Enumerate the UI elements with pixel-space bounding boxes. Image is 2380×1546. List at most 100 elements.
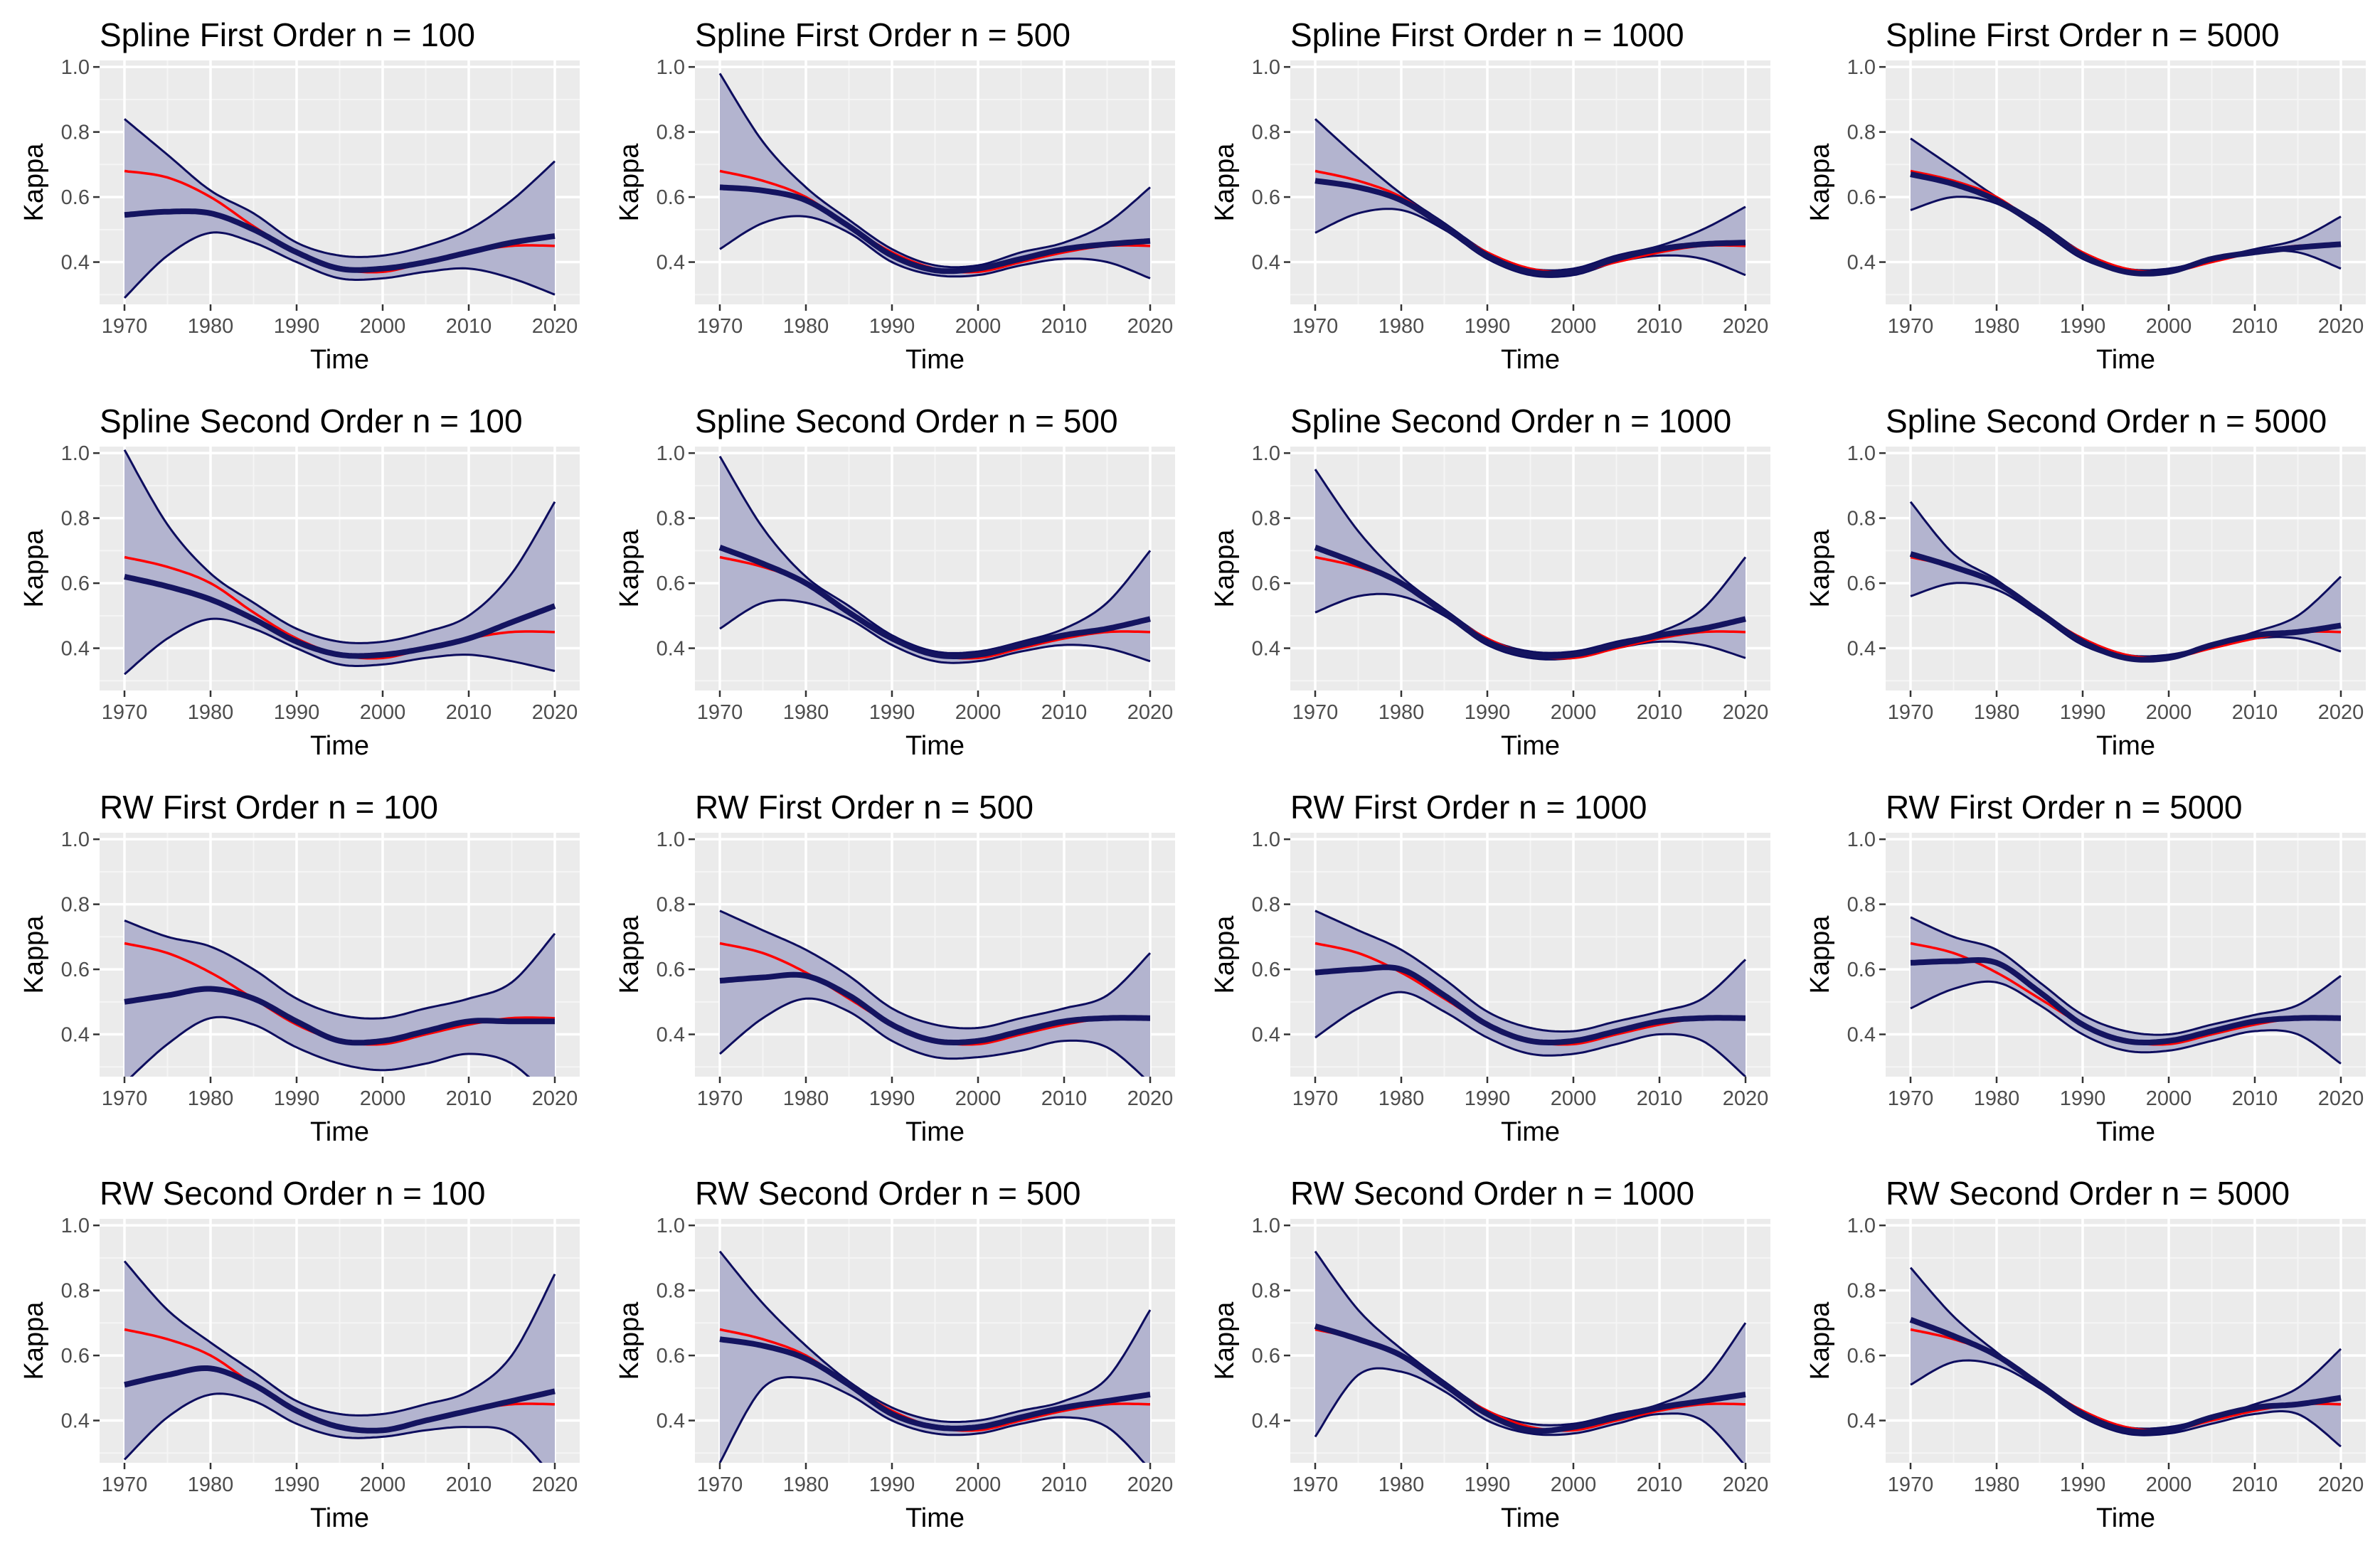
facet-panel: 0.4 0.6 0.8 1.0 1970 1980 1990 2000 2010 2020 RW F… bbox=[615, 789, 1175, 1147]
x-tick-label: 1990 bbox=[869, 1087, 915, 1110]
y-tick-label: 0.4 bbox=[657, 1410, 685, 1433]
y-tick-label: 0.4 bbox=[657, 252, 685, 274]
y-tick-label: 1.0 bbox=[1847, 442, 1876, 465]
y-tick-label: 0.6 bbox=[1847, 1345, 1876, 1368]
x-tick-label: 1980 bbox=[783, 1087, 829, 1110]
panel-title: RW First Order n = 500 bbox=[695, 789, 1034, 826]
y-tick-label: 0.4 bbox=[61, 252, 90, 274]
upper-bound-line bbox=[1314, 1250, 1747, 1427]
estimated-kappa-line bbox=[719, 184, 1151, 274]
x-tick-label: 2020 bbox=[1127, 1087, 1174, 1110]
panel-title: RW Second Order n = 100 bbox=[100, 1175, 486, 1212]
x-tick-label: 2020 bbox=[532, 315, 578, 338]
estimated-kappa-line bbox=[1910, 956, 2341, 1045]
x-tick-label: 2000 bbox=[2146, 1473, 2192, 1496]
y-axis-label: Kappa bbox=[19, 143, 49, 222]
x-tick-label: 2000 bbox=[1551, 701, 1597, 724]
upper-bound-line bbox=[124, 118, 556, 258]
x-tick-label: 2020 bbox=[2318, 1473, 2364, 1496]
facet-panel: 0.4 0.6 0.8 1.0 1970 1980 1990 2000 2010 2020 Spli… bbox=[615, 403, 1175, 761]
lower-bound-line bbox=[1910, 980, 2342, 1065]
x-tick-label: 1980 bbox=[783, 701, 829, 724]
x-tick-label: 1980 bbox=[1378, 1087, 1425, 1110]
x-tick-label: 1980 bbox=[1378, 701, 1425, 724]
x-tick-label: 1970 bbox=[102, 1473, 148, 1496]
estimated-kappa-line bbox=[124, 1365, 556, 1434]
y-tick-label: 1.0 bbox=[61, 828, 90, 851]
lower-bound-line bbox=[129, 1015, 531, 1077]
x-tick-label: 1970 bbox=[697, 701, 743, 724]
upper-bound-line bbox=[719, 910, 1152, 1030]
x-tick-label: 1990 bbox=[1465, 701, 1511, 724]
y-tick-label: 1.0 bbox=[61, 1215, 90, 1237]
x-axis-label: Time bbox=[905, 345, 965, 375]
x-tick-label: 1990 bbox=[1465, 315, 1511, 338]
x-tick-label: 1970 bbox=[697, 1087, 743, 1110]
lower-bound-line bbox=[123, 1392, 543, 1463]
y-tick-label: 0.4 bbox=[61, 1024, 90, 1047]
x-tick-label: 2020 bbox=[532, 1087, 578, 1110]
facet-panel: 0.4 0.6 0.8 1.0 1970 1980 1990 2000 2010 2020 Spli… bbox=[615, 16, 1175, 375]
y-tick-label: 0.4 bbox=[1847, 638, 1876, 661]
credible-band bbox=[720, 73, 1150, 279]
y-tick-label: 0.8 bbox=[61, 508, 90, 531]
x-tick-label: 2010 bbox=[1041, 1473, 1088, 1496]
x-tick-label: 2010 bbox=[1041, 315, 1088, 338]
x-axis-label: Time bbox=[905, 1503, 965, 1533]
y-tick-label: 0.6 bbox=[61, 959, 90, 981]
x-tick-label: 2010 bbox=[446, 1473, 492, 1496]
y-axis-label: Kappa bbox=[1210, 915, 1240, 994]
x-tick-label: 1990 bbox=[2060, 315, 2106, 338]
y-tick-label: 0.8 bbox=[1252, 122, 1280, 144]
x-tick-label: 1970 bbox=[102, 701, 148, 724]
panel-title: Spline Second Order n = 500 bbox=[695, 403, 1118, 439]
x-axis-label: Time bbox=[1501, 345, 1560, 375]
facet-panel: 0.4 0.6 0.8 1.0 1970 1980 1990 2000 2010 2020 RW F… bbox=[1210, 789, 1770, 1147]
y-tick-label: 0.6 bbox=[61, 186, 90, 209]
credible-band bbox=[720, 456, 1150, 663]
y-tick-label: 0.4 bbox=[1847, 1024, 1876, 1047]
x-tick-label: 2010 bbox=[2232, 1087, 2278, 1110]
facet-panel: 0.4 0.6 0.8 1.0 1970 1980 1990 2000 2010 2020 RW F… bbox=[19, 789, 580, 1147]
x-tick-label: 1970 bbox=[1292, 1473, 1339, 1496]
x-tick-label: 2000 bbox=[955, 1473, 1002, 1496]
y-tick-label: 1.0 bbox=[61, 442, 90, 465]
y-axis-label: Kappa bbox=[19, 915, 49, 994]
x-tick-label: 1990 bbox=[2060, 701, 2106, 724]
credible-band bbox=[124, 920, 555, 1077]
x-tick-label: 1990 bbox=[274, 1087, 320, 1110]
x-tick-label: 2000 bbox=[955, 315, 1002, 338]
y-tick-label: 1.0 bbox=[657, 56, 685, 79]
lower-bound-line bbox=[124, 617, 556, 676]
x-tick-label: 1980 bbox=[1974, 1087, 2020, 1110]
upper-bound-line bbox=[718, 455, 1152, 654]
y-tick-label: 0.8 bbox=[657, 894, 685, 917]
y-axis-label: Kappa bbox=[615, 1301, 644, 1380]
panel-title: Spline Second Order n = 100 bbox=[100, 403, 523, 439]
x-tick-label: 2010 bbox=[446, 315, 492, 338]
x-tick-label: 2020 bbox=[2318, 315, 2364, 338]
x-tick-label: 2000 bbox=[955, 701, 1002, 724]
y-tick-label: 0.8 bbox=[1847, 508, 1876, 531]
estimated-kappa-line bbox=[124, 986, 555, 1046]
y-axis-label: Kappa bbox=[1805, 915, 1835, 994]
x-tick-label: 2020 bbox=[1723, 1087, 1769, 1110]
x-tick-label: 1980 bbox=[783, 1473, 829, 1496]
y-tick-label: 0.8 bbox=[61, 894, 90, 917]
x-tick-label: 1980 bbox=[188, 1473, 234, 1496]
x-axis-label: Time bbox=[2096, 1117, 2155, 1147]
y-tick-label: 1.0 bbox=[657, 1215, 685, 1237]
y-axis-label: Kappa bbox=[19, 529, 49, 608]
x-tick-label: 2000 bbox=[360, 1087, 406, 1110]
x-tick-label: 2010 bbox=[1041, 1087, 1088, 1110]
y-axis-label: Kappa bbox=[615, 143, 644, 222]
y-tick-label: 0.4 bbox=[1252, 1410, 1280, 1433]
y-tick-label: 0.4 bbox=[61, 1410, 90, 1433]
x-tick-label: 1990 bbox=[2060, 1087, 2106, 1110]
y-axis-label: Kappa bbox=[1805, 143, 1835, 222]
y-axis-label: Kappa bbox=[1210, 143, 1240, 222]
x-axis-label: Time bbox=[905, 731, 965, 761]
x-tick-label: 2020 bbox=[2318, 701, 2364, 724]
estimated-kappa-line bbox=[1314, 545, 1746, 659]
lower-bound-line bbox=[123, 231, 556, 299]
